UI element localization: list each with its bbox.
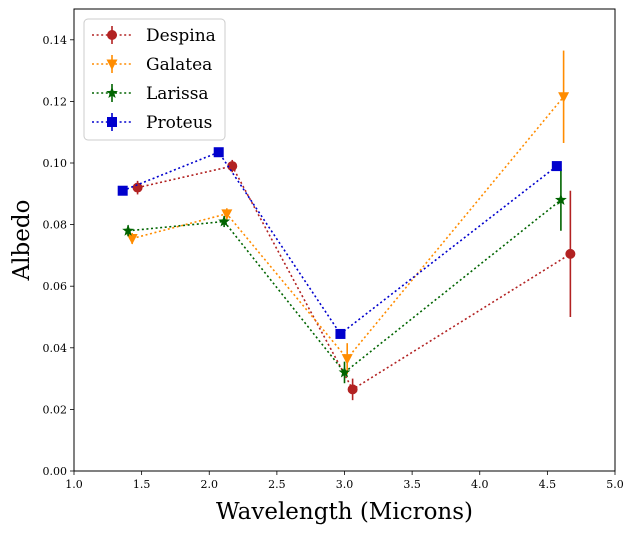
- x-tick-label: 2.0: [201, 478, 219, 491]
- galatea-point: [341, 354, 353, 365]
- y-tick-label: 0.08: [43, 219, 68, 232]
- despina-point: [227, 161, 238, 172]
- legend-label: Larissa: [146, 84, 209, 104]
- galatea-point: [221, 209, 233, 220]
- legend-label: Galatea: [146, 55, 212, 75]
- axis-layer: 1.0 1.5 2.0 2.5 3.0 3.5 4.0 4.5 5.0 0.00 0.02 0.04 0…: [43, 34, 624, 491]
- legend-box: [83, 18, 226, 141]
- legend-item-larissa: Larissa: [92, 84, 209, 104]
- x-tick-label: 1.0: [65, 478, 83, 491]
- x-tick-label: 5.0: [606, 478, 624, 491]
- x-axis-title: Wavelength (Microns): [216, 499, 473, 525]
- y-tick-label: 0.12: [43, 95, 68, 108]
- y-tick-label: 0.14: [43, 34, 68, 47]
- legend-marker: [107, 30, 117, 40]
- x-tick-label: 4.0: [471, 478, 489, 491]
- larissa-point: [338, 366, 351, 378]
- series-proteus: [117, 147, 562, 339]
- y-tick-label: 0.02: [43, 403, 68, 416]
- legend-label: Despina: [146, 26, 216, 46]
- series-layer: [117, 50, 576, 401]
- despina-point: [132, 182, 143, 193]
- proteus-point: [335, 328, 346, 339]
- series-galatea: [126, 50, 570, 374]
- larissa-line: [128, 199, 562, 374]
- despina-line: [137, 165, 571, 391]
- series-despina: [132, 159, 576, 401]
- legend-marker: [106, 59, 118, 70]
- larissa-point: [122, 224, 134, 236]
- legend-item-despina: Despina: [92, 26, 216, 46]
- despina-point: [565, 248, 576, 259]
- legend-item-proteus: Proteus: [92, 113, 212, 133]
- x-tick-label: 3.5: [403, 478, 421, 491]
- galatea-point: [126, 233, 138, 245]
- legend-marker: [107, 117, 117, 127]
- larissa-point: [555, 193, 567, 205]
- proteus-point: [213, 147, 224, 158]
- series-larissa: [122, 169, 567, 384]
- x-tick-label: 1.5: [133, 478, 151, 491]
- x-tick-label: 2.5: [268, 478, 286, 491]
- legend-item-galatea: Galatea: [92, 55, 212, 75]
- legend-marker: [106, 86, 118, 99]
- x-tick-label: 4.5: [539, 478, 557, 491]
- galatea-line: [131, 96, 565, 360]
- y-tick-label: 0.00: [43, 465, 68, 478]
- proteus-point: [551, 161, 562, 172]
- legend: Despina Galatea Larissa Proteus: [83, 18, 226, 141]
- x-tick-label: 3.0: [336, 478, 354, 491]
- legend-label: Proteus: [146, 113, 212, 133]
- proteus-line: [122, 151, 558, 336]
- galatea-point: [558, 92, 570, 103]
- y-axis-title: Albedo: [9, 200, 35, 282]
- y-tick-label: 0.10: [43, 157, 68, 170]
- proteus-point: [117, 185, 128, 196]
- larissa-point: [218, 215, 231, 227]
- y-tick-label: 0.04: [43, 342, 68, 355]
- despina-point: [347, 384, 358, 395]
- y-tick-label: 0.06: [43, 280, 68, 293]
